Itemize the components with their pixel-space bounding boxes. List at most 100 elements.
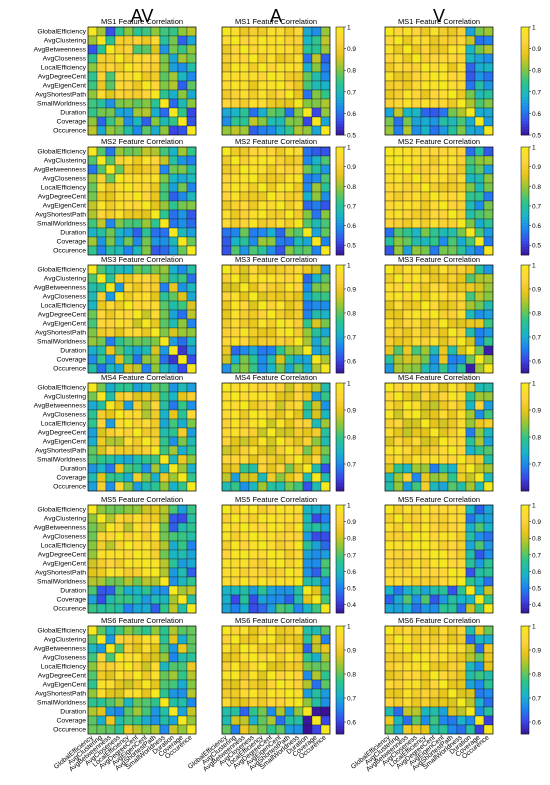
heatmap-cell <box>402 418 413 429</box>
heatmap-cell <box>177 107 188 118</box>
colorbar-segment <box>521 346 529 349</box>
heatmap-cell <box>266 327 277 338</box>
heatmap-cell <box>168 300 179 311</box>
heatmap-cell <box>105 540 116 551</box>
heatmap-cell <box>87 116 98 127</box>
heatmap-cell <box>293 688 304 699</box>
heatmap-cell <box>275 98 286 109</box>
heatmap-cell <box>284 661 295 672</box>
row-tick-label: AvgCloseness <box>43 55 87 62</box>
heatmap-cell <box>248 558 259 569</box>
heatmap-cell <box>393 35 404 46</box>
heatmap-cell <box>123 472 134 483</box>
heatmap-cell <box>168 706 179 717</box>
heatmap-cell <box>429 418 440 429</box>
colorbar-segment <box>336 482 344 486</box>
colorbar-segment <box>521 27 529 30</box>
heatmap-cell <box>114 436 125 447</box>
heatmap-cell <box>114 125 125 136</box>
heatmap-cell <box>159 309 170 320</box>
heatmap-cell <box>420 62 431 73</box>
heatmap-cell <box>141 670 152 681</box>
heatmap-cell <box>105 26 116 37</box>
heatmap-cell <box>123 354 134 365</box>
colorbar-tick-label: 0.9 <box>347 164 356 171</box>
heatmap-cell <box>159 463 170 474</box>
heatmap-cell <box>248 89 259 100</box>
heatmap-cell <box>132 567 143 578</box>
heatmap-cell <box>159 227 170 238</box>
colorbar-segment <box>336 343 344 347</box>
heatmap-cell <box>186 116 197 127</box>
colorbar-segment <box>336 278 344 282</box>
heatmap-cell <box>177 679 188 690</box>
heatmap-cell <box>105 264 116 275</box>
colorbar-frame <box>335 264 345 374</box>
heatmap-cell <box>266 182 277 193</box>
heatmap-cell <box>105 634 116 645</box>
heatmap-cell <box>284 558 295 569</box>
heatmap-cell <box>177 71 188 82</box>
heatmap-cell <box>114 679 125 690</box>
heatmap-cell <box>168 89 179 100</box>
heatmap-cell <box>114 540 125 551</box>
heatmap-cell <box>257 116 268 127</box>
heatmap-cell <box>456 146 467 157</box>
colorbar-segment <box>521 316 529 320</box>
colorbar-segment <box>336 717 344 721</box>
heatmap-cell <box>284 382 295 393</box>
colorbar-tick-label: 1 <box>347 263 351 270</box>
colorbar-segment <box>336 412 344 416</box>
colorbar-segment <box>336 346 344 349</box>
heatmap-cell <box>266 643 277 654</box>
colorbar-segment <box>336 165 344 169</box>
heatmap-cell <box>96 107 107 118</box>
heatmap-cell <box>384 463 395 474</box>
heatmap-cell <box>114 472 125 483</box>
heatmap-cell <box>438 625 449 636</box>
heatmap-cell <box>123 191 134 202</box>
heatmap-cell <box>420 89 431 100</box>
heatmap-cell <box>186 661 197 672</box>
heatmap-cell <box>384 336 395 347</box>
heatmap-cell <box>483 706 494 717</box>
heatmap-cell <box>87 382 98 393</box>
heatmap-cell <box>230 164 241 175</box>
heatmap-cell <box>302 26 313 37</box>
heatmap-cell <box>311 531 322 542</box>
heatmap-cell <box>402 218 413 229</box>
heatmap-cell <box>456 173 467 184</box>
colorbar-segment <box>336 599 344 603</box>
heatmap-cell <box>320 71 331 82</box>
colorbar-segment <box>336 540 344 544</box>
heatmap-cell <box>159 164 170 175</box>
heatmap-cell <box>447 706 458 717</box>
heatmap-cell <box>483 634 494 645</box>
heatmap-cell <box>230 549 241 560</box>
heatmap-cell <box>293 182 304 193</box>
colorbar-segment <box>336 728 344 732</box>
heatmap-cell <box>456 80 467 91</box>
colorbar-frame <box>335 146 345 256</box>
heatmap-cell <box>284 445 295 456</box>
heatmap-cell <box>311 504 322 515</box>
heatmap-cell <box>302 697 313 708</box>
heatmap-cell <box>447 318 458 329</box>
heatmap-cell <box>114 418 125 429</box>
heatmap-cell <box>159 182 170 193</box>
heatmap-cell <box>438 594 449 605</box>
heatmap-cell <box>293 80 304 91</box>
heatmap-cell <box>420 227 431 238</box>
heatmap-cell <box>438 164 449 175</box>
heatmap-cell <box>150 594 161 605</box>
heatmap-cell <box>159 652 170 663</box>
heatmap-cell <box>384 652 395 663</box>
heatmap-cell <box>159 318 170 329</box>
colorbar-segment <box>521 219 529 223</box>
heatmap-cell <box>141 300 152 311</box>
heatmap-cell <box>384 327 395 338</box>
heatmap-cell <box>447 173 458 184</box>
colorbar-segment <box>336 426 344 430</box>
colorbar-segment <box>521 110 529 114</box>
heatmap-cell <box>221 107 232 118</box>
